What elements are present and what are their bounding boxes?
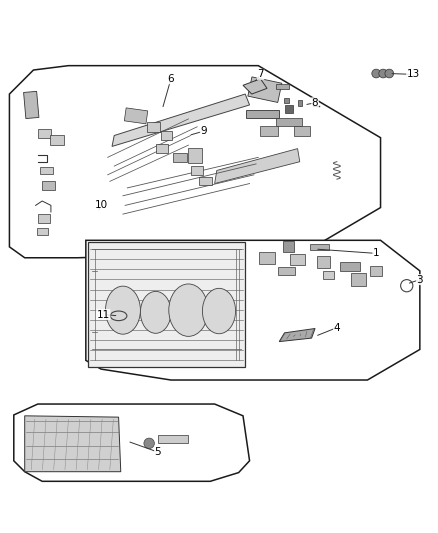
Bar	[259, 252, 275, 264]
Bar	[370, 266, 382, 276]
Bar	[284, 98, 289, 103]
Bar	[37, 228, 48, 235]
Bar	[191, 166, 203, 175]
Ellipse shape	[202, 288, 236, 334]
Bar	[50, 135, 64, 144]
Bar	[246, 110, 279, 118]
Text: 5: 5	[155, 447, 161, 457]
Bar	[173, 152, 187, 162]
Bar	[188, 148, 201, 163]
Polygon shape	[10, 66, 381, 258]
Bar	[161, 131, 172, 140]
Circle shape	[372, 69, 381, 78]
Polygon shape	[243, 79, 267, 94]
Text: 11: 11	[97, 310, 110, 319]
Bar	[323, 271, 334, 279]
Ellipse shape	[141, 292, 171, 333]
Bar	[276, 84, 289, 89]
Circle shape	[144, 438, 154, 449]
Text: 7: 7	[257, 69, 264, 79]
Bar	[147, 122, 160, 132]
Text: 8: 8	[312, 98, 318, 108]
Polygon shape	[14, 404, 250, 481]
Polygon shape	[279, 328, 315, 342]
Bar	[278, 266, 295, 275]
Bar	[156, 144, 168, 153]
Bar	[24, 91, 39, 118]
Bar	[42, 181, 55, 190]
Bar	[38, 128, 51, 138]
Polygon shape	[86, 240, 420, 380]
Bar	[297, 100, 302, 106]
Polygon shape	[112, 94, 250, 147]
Bar	[290, 254, 305, 265]
Bar	[317, 256, 330, 268]
Text: 1: 1	[373, 248, 379, 259]
Bar	[199, 177, 212, 185]
Bar	[40, 166, 53, 174]
Bar	[38, 214, 50, 223]
Bar	[248, 77, 282, 102]
Text: 6: 6	[168, 74, 174, 84]
Bar	[310, 244, 329, 250]
Bar	[276, 118, 302, 126]
Bar	[285, 106, 293, 113]
Text: 4: 4	[334, 322, 340, 333]
Circle shape	[385, 69, 394, 78]
Bar	[283, 241, 294, 252]
Bar	[261, 126, 278, 136]
Polygon shape	[215, 149, 300, 183]
Ellipse shape	[169, 284, 208, 336]
Bar	[340, 262, 360, 271]
Text: 3: 3	[417, 274, 423, 285]
Text: 10: 10	[95, 200, 108, 211]
Text: 13: 13	[406, 69, 420, 79]
Text: 9: 9	[201, 126, 207, 136]
Polygon shape	[88, 243, 245, 367]
Bar	[351, 273, 366, 286]
Bar	[124, 108, 148, 124]
Ellipse shape	[106, 286, 141, 334]
Bar	[294, 126, 310, 136]
Circle shape	[379, 69, 388, 78]
Bar	[158, 434, 188, 443]
Polygon shape	[25, 416, 121, 472]
